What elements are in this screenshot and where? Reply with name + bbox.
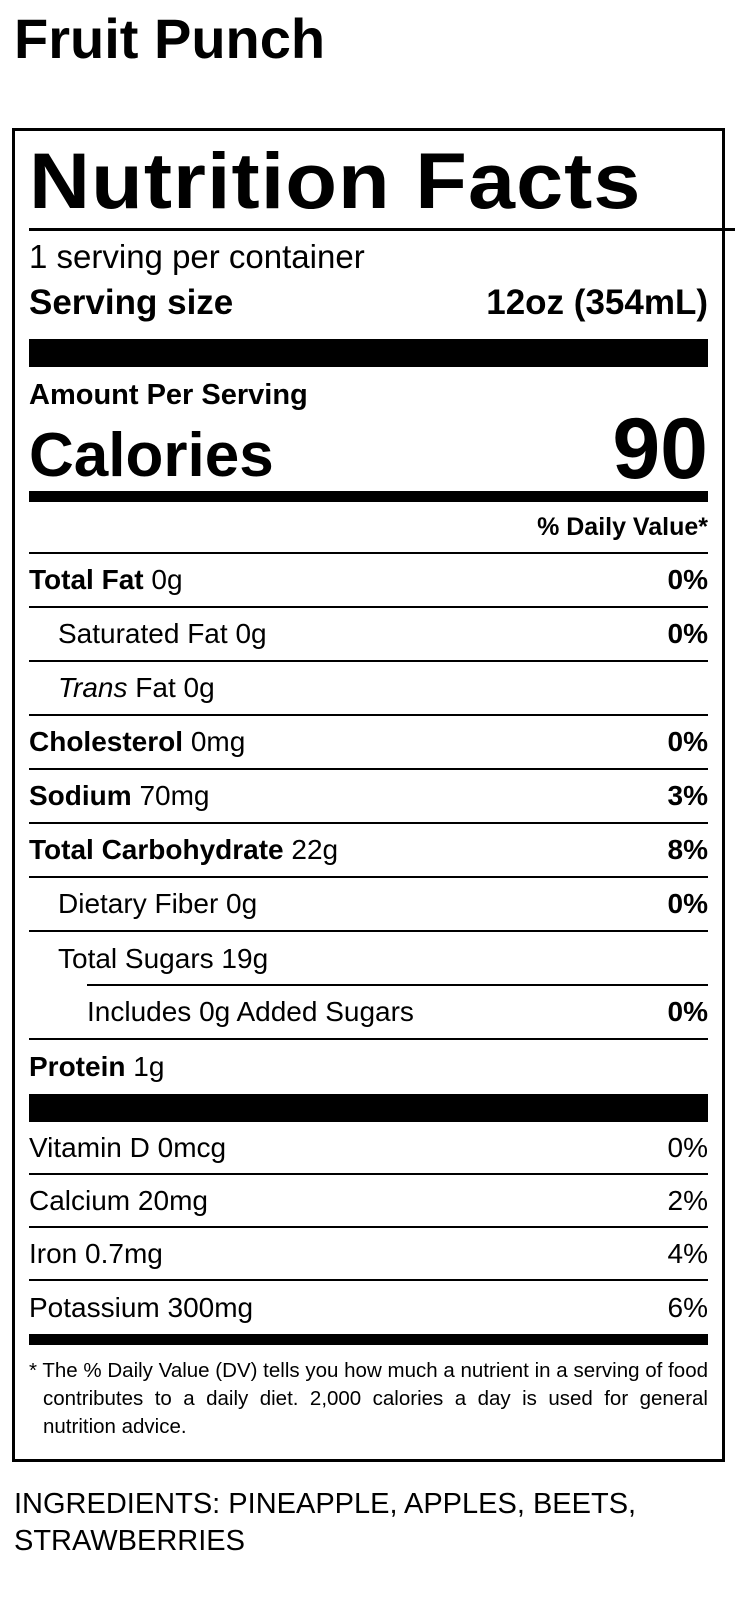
nutrient-row: Dietary Fiber 0g 0% xyxy=(29,878,708,932)
vitamin-row: Calcium 20mg 2% xyxy=(29,1175,708,1228)
nutrient-dv: 0% xyxy=(667,996,708,1027)
nutrient-row: Saturated Fat 0g 0% xyxy=(29,608,708,662)
serving-size-value: 12oz (354mL) xyxy=(486,283,708,322)
nutrient-name: Total Carbohydrate xyxy=(29,834,284,865)
vitamin-name: Vitamin D xyxy=(29,1131,150,1163)
divider-medium xyxy=(29,1334,708,1345)
nutrient-row: Total Fat 0g 0% xyxy=(29,554,708,608)
nutrient-name: Saturated Fat xyxy=(58,618,228,649)
nutrient-dv: 3% xyxy=(667,780,708,811)
nutrient-amount: 1g xyxy=(133,1051,165,1082)
nutrient-name: Total Sugars xyxy=(58,943,214,974)
servings-per-container: 1 serving per container xyxy=(29,238,365,275)
nutrient-row: Sodium 70mg 3% xyxy=(29,770,708,824)
vitamin-row: Potassium 300mg 6% xyxy=(29,1281,708,1334)
nutrient-amount: 0g xyxy=(183,672,215,703)
nutrient-name: Trans xyxy=(58,672,128,703)
divider-thick xyxy=(29,339,708,367)
nutrient-row: Protein 1g xyxy=(29,1040,708,1094)
vitamin-name: Potassium xyxy=(29,1291,160,1323)
label-title: Nutrition Facts xyxy=(29,131,735,231)
nutrient-amount: 0g xyxy=(226,888,258,919)
vitamin-row: Iron 0.7mg 4% xyxy=(29,1228,708,1281)
vitamin-dv: 2% xyxy=(667,1184,708,1216)
nutrient-row: Total Carbohydrate 22g 8% xyxy=(29,824,708,878)
divider-thick xyxy=(29,1094,708,1122)
serving-size-label: Serving size xyxy=(29,283,234,322)
vitamin-amount: 300mg xyxy=(167,1291,254,1323)
nutrient-name: Dietary Fiber xyxy=(58,888,219,919)
nutrient-amount: 22g xyxy=(291,834,339,865)
daily-value-header: % Daily Value* xyxy=(29,502,708,554)
nutrient-name: Sodium xyxy=(29,780,132,811)
vitamin-name: Calcium xyxy=(29,1184,131,1216)
vitamin-dv: 6% xyxy=(667,1291,708,1323)
vitamin-name: Iron xyxy=(29,1237,78,1269)
nutrient-amount: 0g xyxy=(151,564,183,595)
nutrition-facts-label: Nutrition Facts 1 serving per container … xyxy=(12,128,735,1462)
vitamin-dv: 4% xyxy=(667,1237,708,1269)
nutrient-dv: 0% xyxy=(667,564,708,595)
nutrient-amount: 0mg xyxy=(190,726,246,757)
nutrient-name: Cholesterol xyxy=(29,726,184,757)
calories-value: 90 xyxy=(612,401,708,497)
daily-value-footnote: * The % Daily Value (DV) tells you how m… xyxy=(29,1359,708,1438)
nutrient-amount: 0g xyxy=(235,618,267,649)
vitamin-amount: 0mcg xyxy=(157,1131,227,1163)
nutrient-row: Trans Fat 0g xyxy=(29,662,708,716)
nutrient-name: Protein xyxy=(29,1051,126,1082)
nutrient-row: Cholesterol 0mg 0% xyxy=(29,716,708,770)
serving-size: Serving size 12oz (354mL) xyxy=(29,281,708,329)
nutrient-dv: 0% xyxy=(667,888,708,919)
nutrient-dv: 8% xyxy=(667,834,708,865)
nutrient-dv: 0% xyxy=(667,618,708,649)
nutrient-name: Total Fat xyxy=(29,564,144,595)
vitamin-amount: 20mg xyxy=(137,1184,208,1216)
nutrient-name: Includes 0g Added Sugars xyxy=(87,996,414,1027)
vitamin-amount: 0.7mg xyxy=(85,1237,163,1269)
nutrient-dv: 0% xyxy=(667,726,708,757)
amount-per-serving: Amount Per Serving xyxy=(29,379,308,411)
nutrient-amount: 19g xyxy=(221,943,269,974)
ingredients-list: INGREDIENTS: PINEAPPLE, APPLES, BEETS, S… xyxy=(14,1488,637,1557)
divider-medium xyxy=(29,491,708,502)
calories-label: Calories xyxy=(29,421,274,490)
calories-row: Calories 90 xyxy=(29,406,708,492)
nutrient-row: Total Sugars 19g xyxy=(29,932,708,986)
nutrient-row: Includes 0g Added Sugars 0% xyxy=(29,986,708,1040)
nutrient-name-suffix: Fat xyxy=(135,672,176,703)
nutrient-amount: 70mg xyxy=(139,780,210,811)
product-title: Fruit Punch xyxy=(14,7,326,70)
vitamin-dv: 0% xyxy=(667,1131,708,1163)
vitamin-row: Vitamin D 0mcg 0% xyxy=(29,1122,708,1175)
